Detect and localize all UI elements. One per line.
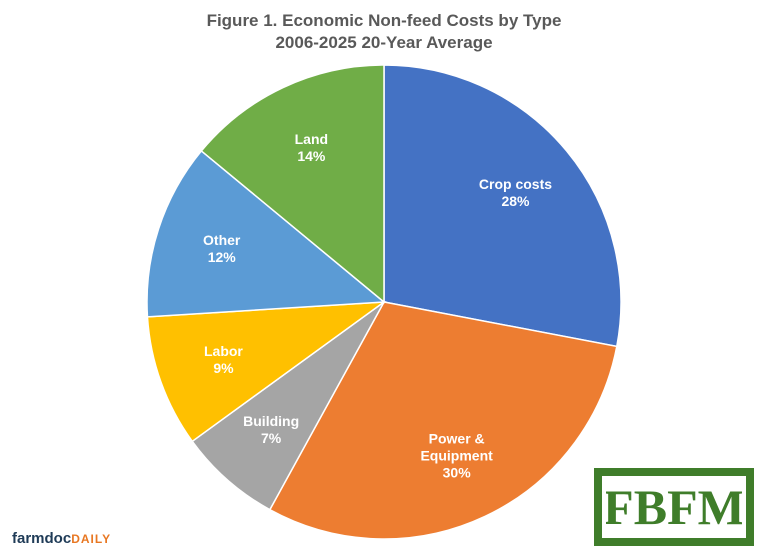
value-label: 7% <box>261 429 282 446</box>
value-label: 9% <box>213 359 234 376</box>
farmdoc-logo: farmdocDAILY <box>12 530 111 547</box>
logo-text: farmdoc <box>12 530 72 547</box>
pie-slice <box>200 64 385 304</box>
chart-title-block: Figure 1. Economic Non-feed Costs by Typ… <box>0 10 768 54</box>
chart-title: Figure 1. Economic Non-feed Costs by Typ… <box>206 11 562 30</box>
pie-slice <box>268 301 618 540</box>
fbfm-logo: FBFM <box>594 468 754 546</box>
category-label: Land <box>294 130 329 147</box>
slice-label: Building 7% <box>216 413 326 447</box>
slice-label: Land 14% <box>256 131 366 165</box>
category-label: Building <box>243 412 300 429</box>
category-label: Other <box>203 232 241 249</box>
value-label: 14% <box>297 147 326 164</box>
slice-label: Crop costs 28% <box>460 176 570 210</box>
pie-slice <box>191 301 385 511</box>
pie-slice <box>146 301 387 443</box>
slice-label: Power & Equipment 30% <box>402 431 512 482</box>
value-label: 12% <box>207 249 236 266</box>
slice-label: Labor 9% <box>168 343 278 377</box>
category-label: Power & Equipment <box>420 430 493 464</box>
logo-text: FBFM <box>599 473 749 541</box>
value-label: 30% <box>442 464 471 481</box>
pie-slice <box>146 149 386 318</box>
category-label: Labor <box>203 342 243 359</box>
chart-subtitle: 2006-2025 20-Year Average <box>275 33 493 52</box>
pie-slice <box>383 64 622 348</box>
value-label: 28% <box>501 193 530 210</box>
logo-text: DAILY <box>71 532 112 546</box>
category-label: Crop costs <box>478 176 553 193</box>
slice-label: Other 12% <box>167 232 277 266</box>
